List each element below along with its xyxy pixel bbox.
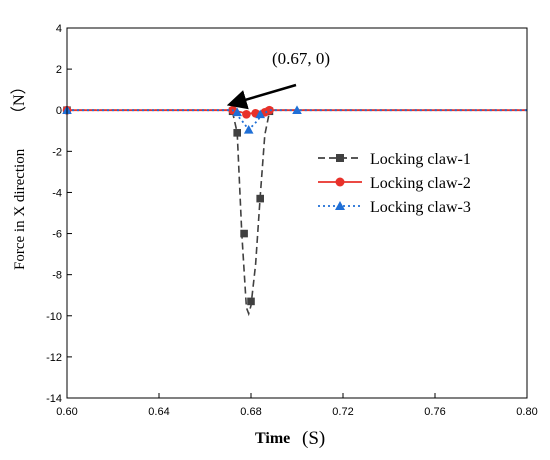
y-tick-label: -10 bbox=[46, 311, 62, 323]
y-axis-title-unit: （N） bbox=[10, 78, 28, 122]
legend-marker bbox=[335, 177, 345, 187]
y-tick-label: 4 bbox=[56, 23, 62, 35]
legend-label: Locking claw-2 bbox=[370, 175, 471, 192]
data-point bbox=[292, 105, 302, 115]
y-tick-label: -8 bbox=[52, 270, 62, 282]
data-point bbox=[255, 109, 265, 119]
x-axis: 0.60 0.64 0.68 0.72 0.76 0.80 bbox=[56, 393, 538, 418]
x-tick-label: 0.72 bbox=[332, 406, 353, 418]
y-tick-label: -2 bbox=[52, 146, 62, 158]
x-axis-title: Time (S) bbox=[255, 428, 325, 449]
data-point bbox=[265, 105, 274, 115]
data-point bbox=[242, 110, 251, 119]
annotation: (0.67, 0) bbox=[226, 49, 330, 110]
annotation-label: (0.67, 0) bbox=[272, 49, 330, 68]
annotation-arrow bbox=[226, 83, 297, 110]
y-tick-label: -12 bbox=[46, 352, 62, 364]
plot-frame bbox=[66, 27, 528, 399]
legend: Locking claw-1 Locking claw-2 Locking claw… bbox=[318, 151, 471, 216]
x-tick-label: 0.76 bbox=[424, 406, 445, 418]
legend-label: Locking claw-1 bbox=[370, 151, 471, 168]
y-axis-title: Force in X direction （N） bbox=[10, 78, 28, 270]
y-axis: 4 2 0 -2 -4 -6 -8 -10 -12 -14 bbox=[46, 23, 72, 405]
legend-marker bbox=[336, 154, 344, 162]
x-tick-label: 0.80 bbox=[516, 406, 537, 418]
data-point bbox=[233, 129, 241, 137]
y-tick-label: 0 bbox=[56, 105, 62, 117]
legend-marker bbox=[335, 201, 345, 210]
legend-item-1: Locking claw-1 bbox=[318, 151, 471, 168]
y-tick-label: -4 bbox=[52, 187, 62, 199]
data-point bbox=[240, 229, 248, 238]
legend-item-2: Locking claw-2 bbox=[318, 175, 471, 192]
data-point bbox=[256, 194, 264, 203]
y-tick-label: -6 bbox=[52, 229, 62, 241]
x-axis-title-unit: (S) bbox=[302, 428, 325, 449]
legend-label: Locking claw-3 bbox=[370, 199, 471, 216]
y-axis-title-main: Force in X direction bbox=[12, 148, 28, 270]
data-point bbox=[247, 297, 255, 306]
data-point bbox=[243, 124, 254, 134]
x-tick-label: 0.60 bbox=[56, 406, 77, 418]
y-tick-label: -14 bbox=[46, 393, 62, 405]
legend-item-3: Locking claw-3 bbox=[318, 199, 471, 216]
x-tick-label: 0.64 bbox=[148, 406, 169, 418]
data-point bbox=[232, 107, 242, 117]
y-tick-label: 2 bbox=[56, 64, 62, 76]
x-tick-label: 0.68 bbox=[240, 406, 261, 418]
series-line bbox=[67, 109, 527, 132]
x-axis-title-main: Time bbox=[255, 430, 290, 447]
